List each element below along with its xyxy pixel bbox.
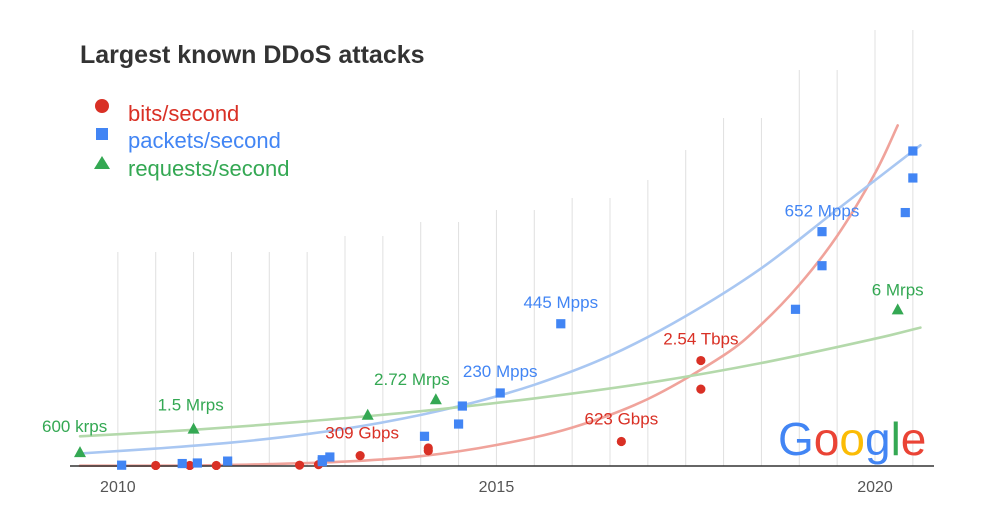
chart-points (74, 146, 918, 471)
point-packets (908, 173, 918, 183)
data-label: 652 Mpps (785, 202, 860, 221)
logo-letter: g (865, 413, 891, 465)
point-packets (817, 261, 827, 271)
point-requests (74, 446, 86, 458)
legend-marker-packets (96, 128, 108, 140)
point-packets (817, 227, 827, 237)
logo-letter: e (901, 413, 927, 465)
point-packets (419, 431, 430, 441)
point-bits (151, 460, 161, 471)
data-label: 230 Mpps (463, 362, 538, 381)
data-label: 6 Mrps (872, 280, 924, 299)
point-packets (317, 455, 327, 465)
point-requests (361, 408, 374, 420)
point-bits (696, 355, 706, 366)
point-bits (423, 443, 433, 453)
x-tick-label: 2010 (100, 479, 136, 496)
legend-label-bits: bits/second (128, 101, 239, 126)
x-tick-label: 2020 (857, 479, 893, 496)
point-packets (117, 460, 127, 470)
point-packets (453, 419, 464, 429)
point-requests (891, 303, 904, 315)
point-packets (790, 304, 801, 314)
point-packets (457, 401, 467, 411)
data-label: 445 Mpps (523, 293, 598, 312)
data-label: 2.72 Mrps (374, 370, 450, 389)
logo-letter: G (778, 413, 814, 465)
point-packets (192, 458, 202, 468)
chart-annotations: 600 krps 1.5 Mrps 309 Gbps 2.72 Mrps 230 Mpp… (42, 202, 924, 443)
point-bits (185, 460, 195, 471)
point-packets (177, 458, 187, 469)
data-label: 1.5 Mrps (158, 396, 224, 415)
data-label: 309 Gbps (325, 424, 399, 443)
point-bits (696, 384, 706, 394)
point-bits (355, 451, 365, 461)
x-tick-label: 2015 (479, 479, 515, 496)
point-packets (908, 146, 918, 156)
trendline-packets (78, 144, 922, 455)
google-logo: Google (778, 413, 926, 465)
logo-letter: l (891, 413, 901, 465)
point-bits (616, 436, 626, 447)
point-packets (556, 319, 566, 329)
point-bits (211, 460, 221, 471)
chart-title: Largest known DDoS attacks (80, 41, 425, 69)
point-requests (429, 393, 442, 405)
trendline-bits (78, 124, 899, 467)
point-requests (187, 422, 200, 434)
legend-marker-bits (95, 99, 109, 113)
point-packets (900, 207, 910, 218)
point-packets (223, 456, 233, 466)
logo-letter: o (839, 413, 865, 465)
chart-legend: bits/second packets/second requests/seco… (94, 99, 289, 181)
point-packets (495, 388, 505, 398)
legend-marker-requests (94, 156, 110, 169)
point-packets (325, 452, 335, 462)
trendline-requests (78, 326, 922, 438)
legend-label-requests: requests/second (128, 156, 289, 181)
data-label: 600 krps (42, 417, 107, 436)
x-axis-ticks: 2010 2015 2020 (100, 479, 893, 496)
point-bits (294, 460, 305, 470)
legend-label-packets: packets/second (128, 128, 281, 153)
chart-trendlines (78, 124, 922, 467)
data-label: 623 Gbps (584, 409, 658, 428)
logo-letter: o (814, 413, 840, 465)
data-label: 2.54 Tbps (663, 330, 738, 349)
